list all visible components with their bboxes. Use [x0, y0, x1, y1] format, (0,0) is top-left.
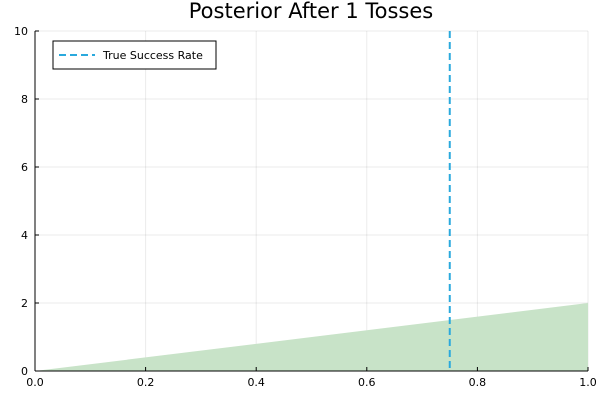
y-tick-label-5: 10 [14, 25, 28, 38]
ticks: 0.0 0.2 0.4 0.6 0.8 1.0 0 2 4 6 8 10 [14, 25, 597, 389]
y-tick-label-4: 8 [21, 93, 28, 106]
x-tick-label-2: 0.4 [247, 376, 265, 389]
x-tick-label-1: 0.2 [137, 376, 155, 389]
area-series-0 [35, 303, 588, 371]
legend: True Success Rate [52, 40, 217, 70]
chart-title: Posterior After 1 Tosses [189, 0, 433, 23]
x-tick-label-4: 0.8 [469, 376, 487, 389]
legend-box [52, 40, 217, 70]
x-tick-label-5: 1.0 [579, 376, 597, 389]
x-tick-label-0: 0.0 [26, 376, 44, 389]
series-layer [35, 303, 588, 371]
x-tick-label-3: 0.6 [358, 376, 376, 389]
axes [34, 31, 588, 372]
y-tick-label-0: 0 [21, 365, 28, 378]
legend-label-true-success-rate: True Success Rate [102, 49, 203, 62]
y-tick-label-3: 6 [21, 161, 28, 174]
y-tick-label-2: 4 [21, 229, 28, 242]
y-tick-label-1: 2 [21, 297, 28, 310]
